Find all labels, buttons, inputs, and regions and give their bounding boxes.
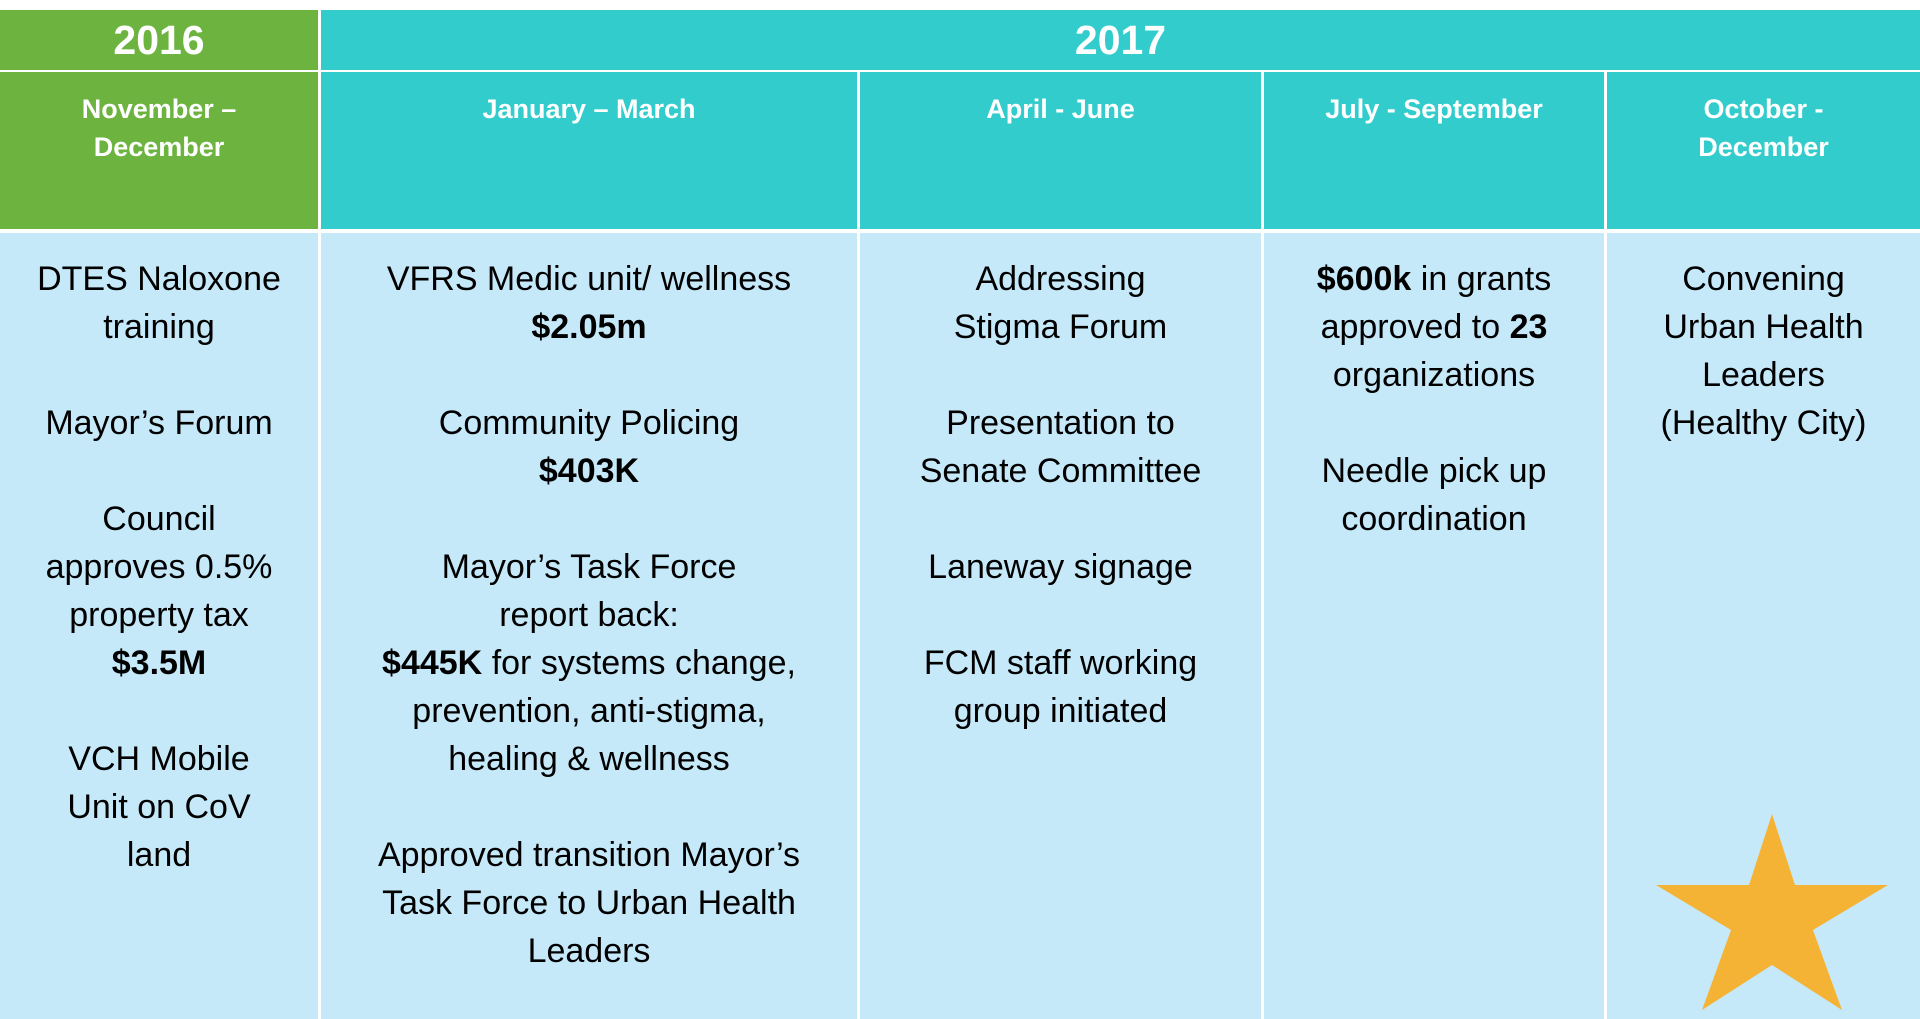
- amount: $2.05m: [531, 308, 647, 346]
- item-text: approves 0.5%: [45, 548, 273, 586]
- period-header: January – March: [321, 72, 857, 229]
- period-header: October - December: [1607, 72, 1920, 229]
- amount: $600k: [1316, 260, 1412, 298]
- item-line: $2.05m: [321, 303, 857, 351]
- amount: 23: [1509, 308, 1548, 346]
- item-text: group initiated: [953, 692, 1168, 730]
- item-text: Needle pick up: [1321, 452, 1547, 490]
- item-line: $600k in grants: [1264, 255, 1604, 303]
- item-text: Urban Health: [1663, 308, 1864, 346]
- item-text: coordination: [1341, 500, 1527, 538]
- item-line: $403K: [321, 447, 857, 495]
- item-text: healing & wellness: [448, 740, 730, 778]
- item-text: Approved transition Mayor’s: [377, 836, 801, 874]
- timeline-item: $600k in grants approved to 23 organizatio…: [1264, 255, 1604, 399]
- timeline-item: Presentation to Senate Committee: [860, 399, 1261, 495]
- item-text: Convening: [1682, 260, 1845, 298]
- item-text: prevention, anti-stigma,: [412, 692, 766, 730]
- item-line: approved to 23: [1264, 303, 1604, 351]
- item-line: $445K for systems change,: [321, 639, 857, 687]
- item-text: training: [103, 308, 215, 346]
- item-text: approved to: [1320, 308, 1510, 346]
- timeline-item: Laneway signage: [860, 543, 1261, 591]
- timeline-item: Convening Urban Health Leaders (Healthy Cit…: [1607, 255, 1920, 447]
- item-text: Mayor’s Task Force: [441, 548, 737, 586]
- amount: $445K: [382, 644, 483, 682]
- item-text: FCM staff working: [923, 644, 1198, 682]
- timeline-item: Addressing Stigma Forum: [860, 255, 1261, 351]
- item-text: DTES Naloxone: [37, 260, 281, 298]
- timeline-item: VFRS Medic unit/ wellness $2.05m: [321, 255, 857, 351]
- timeline-item: VCH Mobile Unit on CoV land: [0, 735, 318, 879]
- item-text: Council: [102, 500, 216, 538]
- item-text: Community Policing: [438, 404, 740, 442]
- item-text: Leaders: [1702, 356, 1825, 394]
- year-header: 2017: [321, 10, 1920, 70]
- item-text: organizations: [1332, 356, 1536, 394]
- period-header: November – December: [0, 72, 318, 229]
- timeline-item: Mayor’s Task Force report back: $445K for …: [321, 543, 857, 783]
- item-text: for systems change,: [482, 644, 796, 682]
- item-text: (Healthy City): [1660, 404, 1867, 442]
- item-text: report back:: [499, 596, 679, 634]
- item-text: Laneway signage: [928, 548, 1193, 586]
- item-text: Task Force to Urban Health: [382, 884, 796, 922]
- item-text: Unit on CoV: [67, 788, 251, 826]
- period-header: July - September: [1264, 72, 1604, 229]
- item-text: in grants: [1411, 260, 1552, 298]
- period-header: April - June: [860, 72, 1261, 229]
- timeline-item: FCM staff working group initiated: [860, 639, 1261, 735]
- year-header: 2016: [0, 10, 318, 70]
- column-body: VFRS Medic unit/ wellness $2.05m Community…: [321, 233, 857, 1019]
- star-icon: [1656, 814, 1888, 1010]
- amount: $403K: [538, 452, 640, 490]
- item-text: Leaders: [527, 932, 651, 970]
- item-line: $3.5M: [0, 639, 318, 687]
- timeline-item: Needle pick up coordination: [1264, 447, 1604, 543]
- item-text: property tax: [69, 596, 249, 634]
- column-body: $600k in grants approved to 23 organizatio…: [1264, 233, 1604, 1019]
- column-body: Addressing Stigma Forum Presentation to Sen…: [860, 233, 1261, 1019]
- item-text: land: [126, 836, 192, 874]
- item-text: VFRS Medic unit/ wellness: [386, 260, 792, 298]
- item-text: VCH Mobile: [68, 740, 250, 778]
- item-text: Stigma Forum: [953, 308, 1168, 346]
- item-text: Presentation to: [946, 404, 1175, 442]
- timeline-item: DTES Naloxone training: [0, 255, 318, 351]
- timeline-item: Community Policing $403K: [321, 399, 857, 495]
- timeline-item: Approved transition Mayor’s Task Force to…: [321, 831, 857, 975]
- timeline-item: Council approves 0.5% property tax $3.5M: [0, 495, 318, 687]
- column-body: DTES Naloxone training Mayor’s Forum Counci…: [0, 233, 318, 1019]
- timeline-item: Mayor’s Forum: [0, 399, 318, 447]
- item-text: Mayor’s Forum: [45, 404, 273, 442]
- item-text: Addressing: [975, 260, 1146, 298]
- amount: $3.5M: [111, 644, 207, 682]
- item-text: Senate Committee: [919, 452, 1202, 490]
